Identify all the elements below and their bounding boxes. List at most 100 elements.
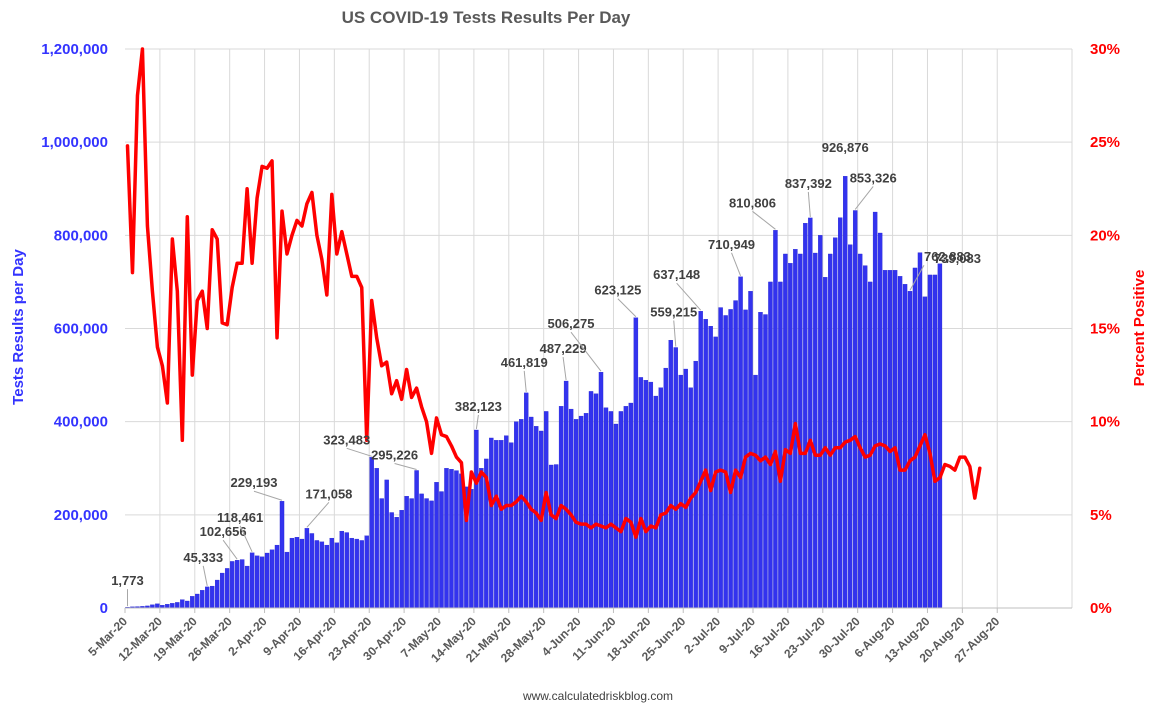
tests-bar [224,568,230,609]
tests-bar [588,391,594,609]
tests-bar [519,419,524,609]
label-leader-line [807,191,811,217]
tests-bar [628,402,634,609]
data-label: 762,883 [924,249,971,264]
data-label: 461,819 [501,355,548,370]
tests-bar [489,437,494,609]
tests-bar [778,281,783,609]
label-leader-line [346,447,372,457]
tests-bar [289,537,295,609]
label-leader-line [909,264,925,291]
label-leader-line [570,331,602,372]
right-tick-label: 10% [1090,414,1120,431]
percent-positive-line-group [125,47,982,539]
label-leader-line [676,282,702,311]
tests-bar [608,411,614,609]
left-tick-label: 200,000 [54,507,108,524]
data-label: 295,226 [371,447,418,462]
tests-bar [384,479,389,609]
right-tick-label: 5% [1090,507,1112,524]
label-leader-line [673,320,677,347]
data-label: 623,125 [594,283,641,298]
tests-bar [828,253,833,609]
tests-bar [170,603,175,609]
tests-bar [678,374,683,609]
tests-bar [409,498,414,609]
tests-bar [673,347,678,609]
tests-bar [818,235,823,609]
data-label: 637,148 [653,267,700,282]
tests-bar [210,585,215,609]
tests-bar [753,374,758,609]
tests-bar [623,406,629,609]
tests-bar [155,603,160,609]
tests-bar [329,537,335,609]
data-label: 853,326 [850,170,897,185]
tests-bar [175,602,180,609]
tests-bar [359,540,364,609]
tests-bar [553,464,559,609]
tests-bar [563,380,569,609]
left-tick-label: 1,200,000 [41,41,108,58]
tests-bar [314,540,320,609]
tests-bar [583,413,589,609]
tests-bar [509,442,514,609]
right-axis-title: Percent Positive [1131,270,1148,387]
tests-bar [344,532,349,609]
tests-bar [165,604,170,609]
label-leader-line [394,462,417,470]
tests-bar [324,544,330,609]
data-label: 506,275 [547,316,594,331]
tests-bar [439,491,444,609]
tests-bar [663,367,668,609]
tests-bar [205,586,210,609]
tests-bar [882,270,888,609]
tests-bar [185,600,190,609]
data-label: 102,656 [200,524,247,539]
tests-bar [798,253,803,609]
left-tick-label: 600,000 [54,321,108,338]
data-label: 837,392 [785,176,832,191]
tests-bar [598,372,604,609]
tests-bar [454,470,459,609]
tests-bar [848,244,853,609]
label-leader-line [475,414,479,430]
tests-bar [429,500,434,609]
right-tick-label: 0% [1090,600,1112,617]
right-tick-label: 30% [1090,41,1120,58]
label-leader-line [222,539,238,560]
tests-bar [354,538,359,609]
tests-bar [200,590,205,609]
right-tick-label: 25% [1090,134,1120,151]
tests-bar [294,537,300,609]
right-tick-label: 15% [1090,321,1120,338]
tests-bar [638,377,644,609]
tests-bar [852,210,858,609]
tests-bar [668,339,673,609]
tests-bar [394,517,399,609]
tests-bar [284,551,290,609]
chart-title: US COVID-19 Tests Results Per Day [342,8,631,27]
label-leader-line [306,501,330,528]
tests-bar [449,469,454,609]
tests-bar [653,395,659,609]
tests-bar [658,387,664,609]
tests-bar [877,232,883,609]
tests-bar [917,252,923,609]
label-leader-line [239,525,253,553]
tests-bar [474,429,479,609]
tests-bar [838,217,843,609]
tests-bar [215,579,220,609]
tests-bar [892,270,898,609]
tests-bar [633,317,639,609]
tests-bar [434,482,439,609]
tests-bar [768,281,773,609]
tests-bar [698,311,703,609]
label-leader-line [752,210,776,230]
left-tick-label: 1,000,000 [41,134,108,151]
data-label: 323,483 [323,432,370,447]
tests-bar [219,572,225,609]
tests-bar [773,230,778,609]
tests-bar [304,528,310,609]
tests-bar [334,542,340,609]
